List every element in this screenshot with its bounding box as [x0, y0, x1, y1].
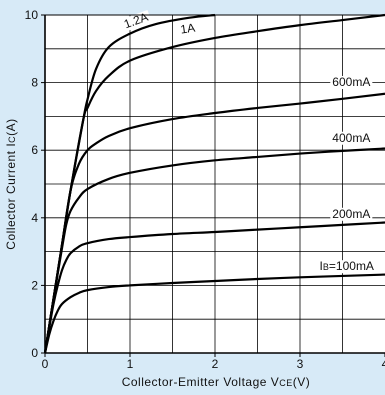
curve-label-background — [330, 207, 373, 221]
curve-label-background — [330, 75, 373, 89]
y-tick-label: 8 — [31, 76, 38, 90]
curve-label-background — [120, 9, 152, 33]
x-tick-label: 1 — [127, 357, 134, 371]
y-axis-label: Collector Current IC(A) — [4, 118, 18, 249]
y-tick-label: 6 — [31, 143, 38, 157]
y-axis-label-subscript: C — [7, 136, 17, 143]
grid-lines — [45, 15, 385, 353]
curve-label-400ma: 400mA — [332, 131, 370, 145]
y-tick-label: 0 — [31, 346, 38, 360]
x-axis-label-unit: (V) — [293, 375, 311, 389]
curve-label-background — [177, 21, 198, 37]
curve-ib-100ma — [43, 273, 385, 354]
x-tick-label: 3 — [297, 357, 304, 371]
curve-label-group: IB=100mA — [317, 259, 376, 274]
curve-label-group: 1A — [177, 21, 198, 37]
curve-label-600ma: 600mA — [332, 75, 370, 89]
curve-label-100ma: IB=100mA — [320, 259, 374, 273]
x-axis-label-subscript: CE — [279, 378, 293, 388]
curve-label-background — [330, 131, 373, 145]
curve-label-group: 200mA — [330, 207, 373, 221]
x-tick-label: 4 — [382, 357, 385, 371]
x-tick-label: 0 — [42, 357, 49, 371]
curve-label-group: 600mA — [330, 75, 373, 89]
y-tick-label: 4 — [31, 211, 38, 225]
curve-label-200ma: 200mA — [332, 207, 370, 221]
tick-labels: 0 1 2 3 4 0 2 4 6 8 10 — [25, 8, 385, 371]
axes — [41, 14, 385, 357]
y-tick-label: 2 — [31, 278, 38, 292]
y-axis-label-main: Collector Current I — [4, 143, 18, 250]
x-tick-label: 2 — [212, 357, 219, 371]
x-axis-label: Collector-Emitter Voltage VCE(V) — [122, 375, 311, 389]
curve-ib-1-2a — [43, 13, 216, 354]
y-tick-label: 10 — [25, 8, 39, 22]
curve-label-group: 400mA — [330, 131, 373, 145]
x-axis-label-main: Collector-Emitter Voltage V — [122, 375, 280, 389]
curve-ib-200ma — [43, 221, 385, 354]
curve-label-1a: 1A — [179, 21, 195, 37]
y-axis-label-unit: (A) — [4, 118, 18, 136]
curve-label-background — [317, 260, 376, 274]
curves — [43, 13, 385, 354]
